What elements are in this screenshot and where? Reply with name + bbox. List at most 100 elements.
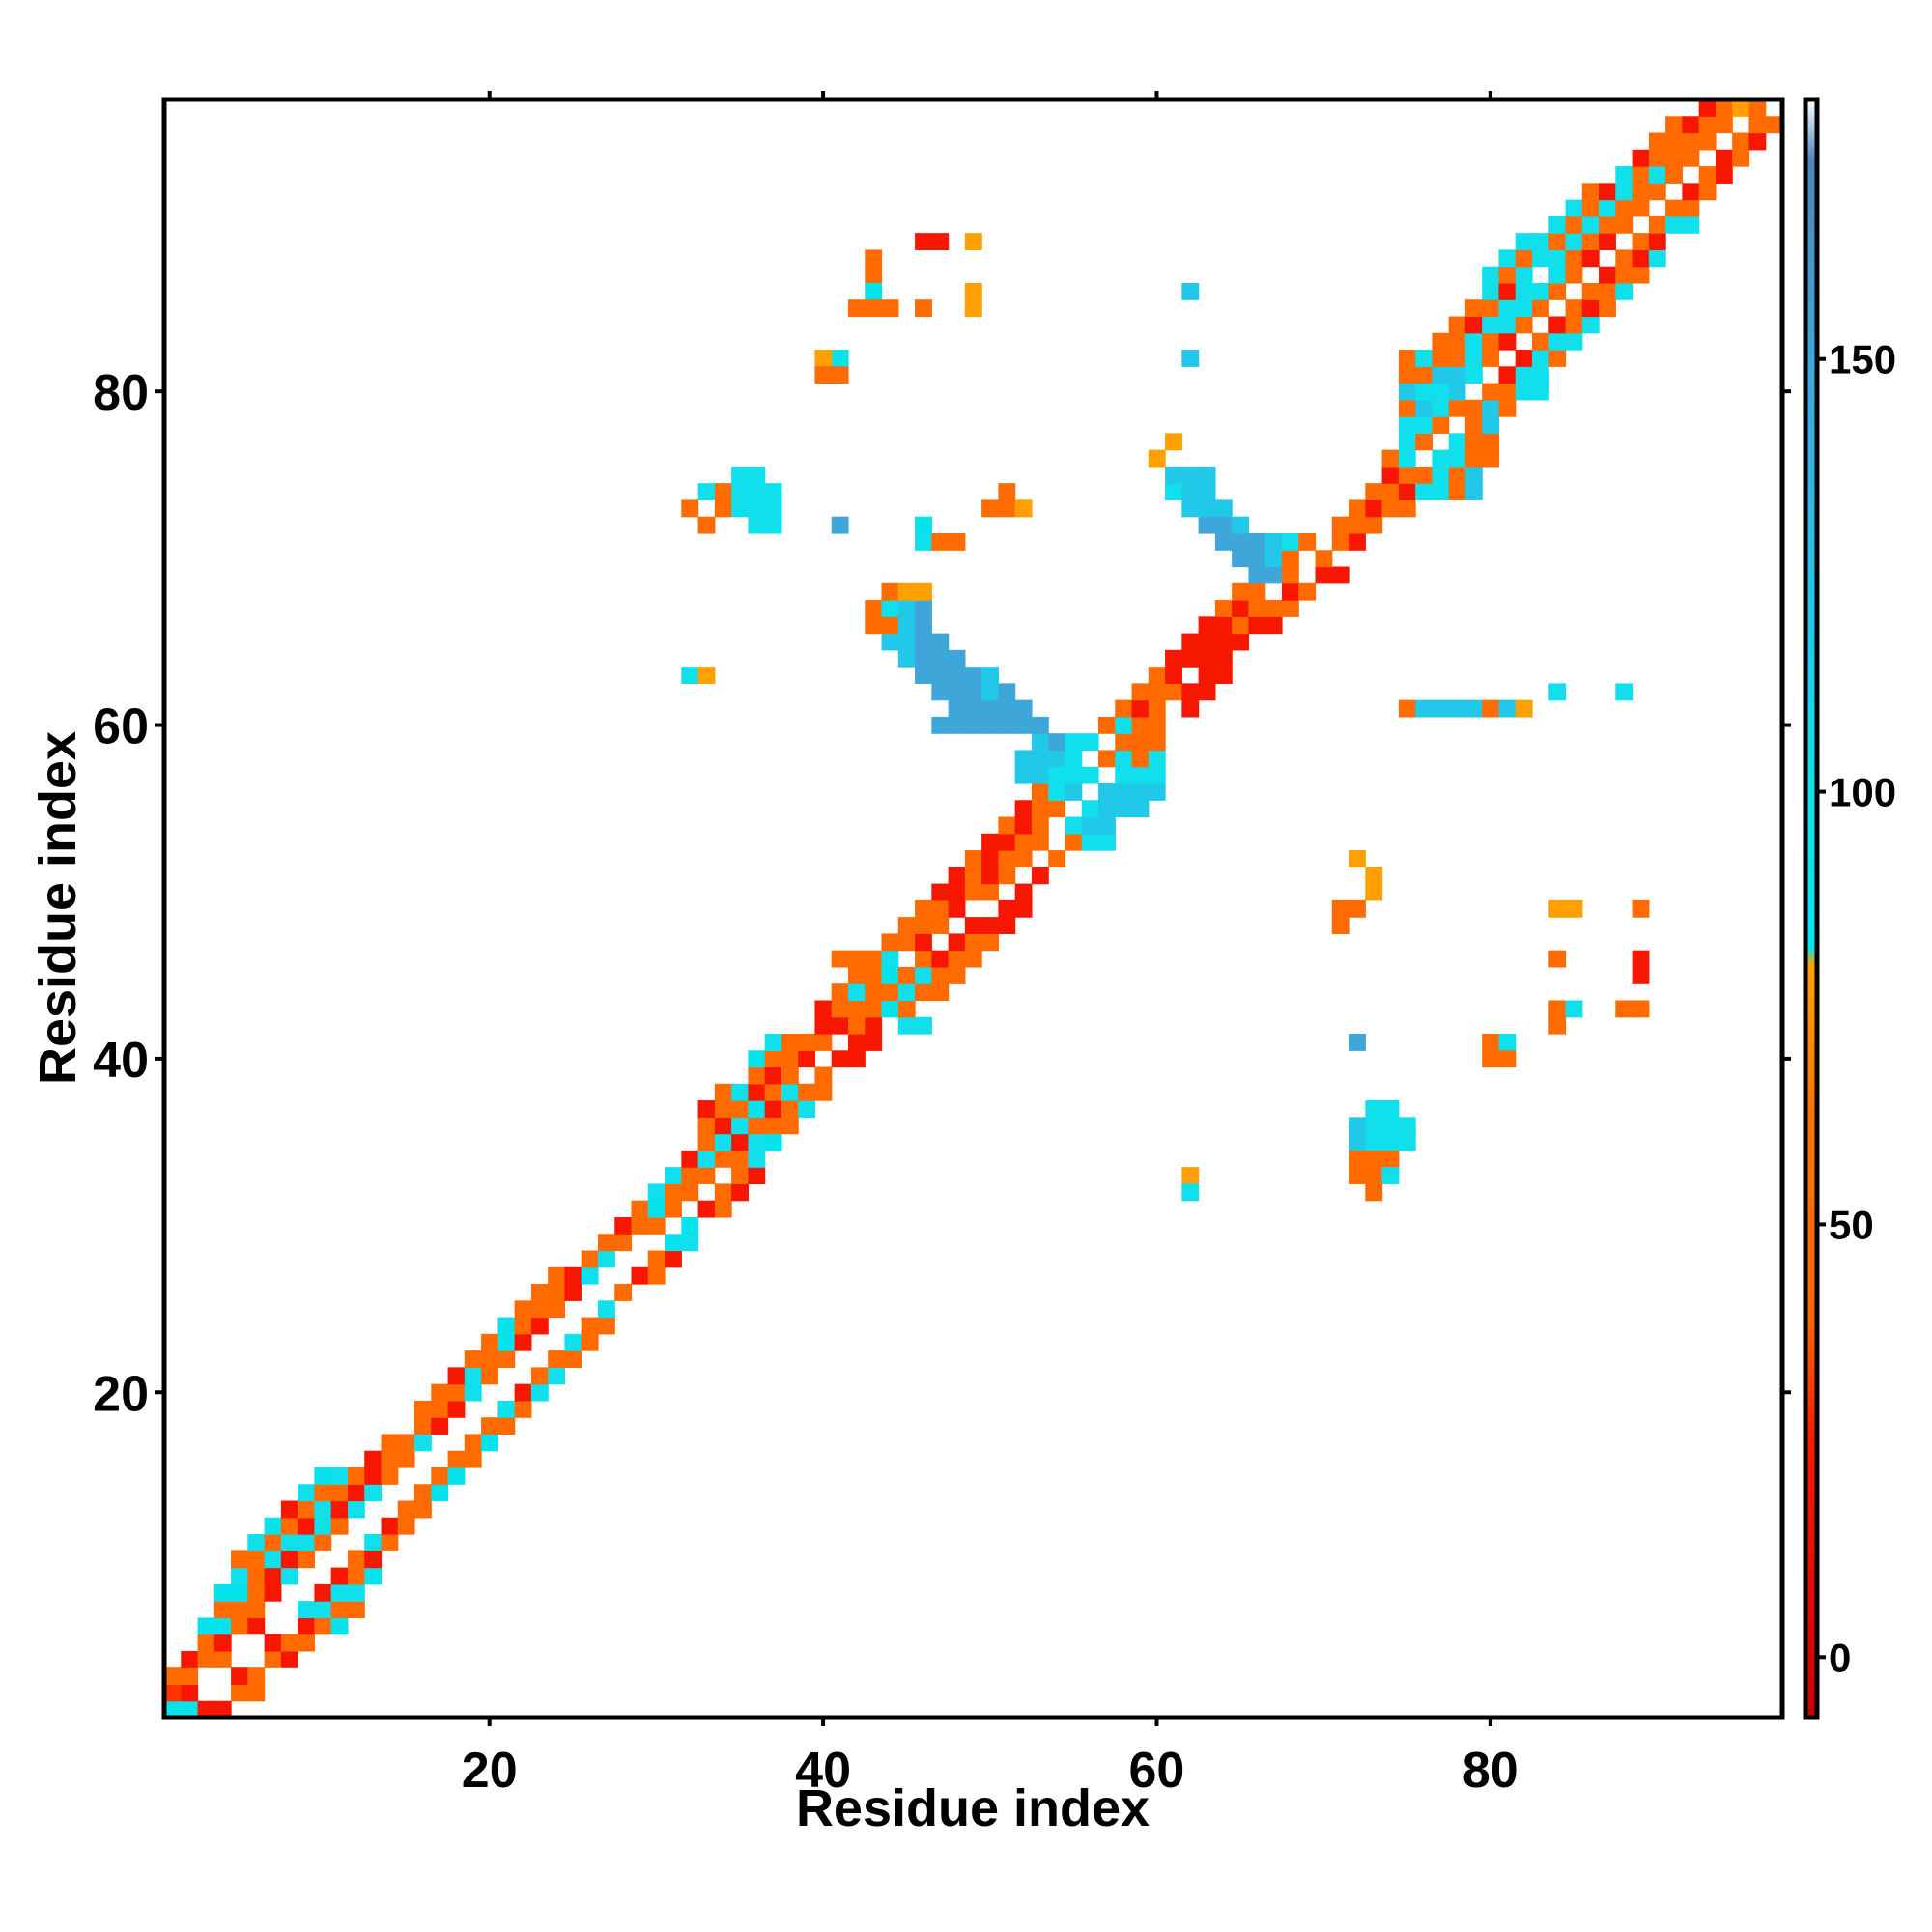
heatmap-cell xyxy=(181,1684,199,1702)
heatmap-cell xyxy=(1515,233,1533,251)
heatmap-cell xyxy=(964,699,982,718)
heatmap-cell xyxy=(1448,466,1466,484)
heatmap-cell xyxy=(264,1567,282,1585)
heatmap-cell xyxy=(1281,582,1299,601)
heatmap-cell xyxy=(1482,299,1500,318)
heatmap-cell xyxy=(1181,350,1200,367)
heatmap-cell xyxy=(1331,917,1350,934)
heatmap-cell xyxy=(814,350,833,367)
heatmap-cell xyxy=(714,1133,732,1151)
heatmap-cell xyxy=(647,1250,666,1268)
heatmap-cell xyxy=(1081,766,1099,784)
heatmap-cell xyxy=(931,716,950,734)
heatmap-cell xyxy=(1599,183,1616,201)
heatmap-cell xyxy=(1581,233,1600,251)
heatmap-cell xyxy=(1748,116,1767,134)
heatmap-cell xyxy=(964,867,982,885)
heatmap-cell xyxy=(814,366,833,384)
colorbar-tick-label: 50 xyxy=(1829,1202,1874,1247)
heatmap-cell xyxy=(1014,716,1033,734)
heatmap-cell xyxy=(865,1034,883,1051)
heatmap-cell xyxy=(298,1617,316,1635)
heatmap-cell xyxy=(1432,449,1450,468)
heatmap-cell xyxy=(1248,582,1266,601)
heatmap-cell xyxy=(231,1567,248,1585)
heatmap-cell xyxy=(1482,416,1500,434)
heatmap-cell xyxy=(731,1083,749,1101)
heatmap-cell xyxy=(665,1250,682,1268)
heatmap-cell xyxy=(1381,1117,1400,1135)
heatmap-cell xyxy=(431,1383,449,1402)
heatmap-cell xyxy=(1298,532,1317,551)
heatmap-cell xyxy=(1415,366,1433,384)
heatmap-cell xyxy=(781,1100,799,1118)
heatmap-cell xyxy=(1248,616,1266,635)
heatmap-cell xyxy=(1365,1133,1383,1151)
heatmap-cell xyxy=(314,1534,332,1551)
heatmap-cell xyxy=(1331,516,1350,534)
heatmap-cell xyxy=(831,950,849,968)
heatmap-cell xyxy=(931,667,950,684)
heatmap-cell xyxy=(948,667,966,684)
heatmap-cell xyxy=(1632,183,1650,201)
x-tick-label: 40 xyxy=(795,1743,851,1799)
colorbar-tick-label: 100 xyxy=(1829,770,1896,815)
heatmap-cell xyxy=(1632,899,1650,918)
heatmap-cell xyxy=(1398,466,1416,484)
heatmap-cell xyxy=(865,950,883,968)
heatmap-cell xyxy=(964,933,982,952)
heatmap-cell xyxy=(1665,149,1683,167)
heatmap-cell xyxy=(1464,699,1483,718)
heatmap-cell xyxy=(781,1050,799,1068)
heatmap-cell xyxy=(497,1350,516,1368)
heatmap-cell xyxy=(915,983,932,1002)
heatmap-cell xyxy=(948,899,966,918)
heatmap-cell xyxy=(581,1266,599,1285)
heatmap-cell xyxy=(231,1617,248,1635)
heatmap-cell xyxy=(764,1083,782,1101)
heatmap-cell xyxy=(1498,1034,1517,1051)
heatmap-cell xyxy=(998,816,1016,835)
plot-frame xyxy=(161,97,1785,1720)
heatmap-cell xyxy=(1548,249,1567,268)
heatmap-cell xyxy=(1381,483,1400,501)
heatmap-cell xyxy=(1181,1183,1200,1202)
heatmap-cell xyxy=(1048,750,1066,768)
heatmap-cell xyxy=(897,983,916,1002)
heatmap-cell xyxy=(347,1484,365,1502)
heatmap-cell xyxy=(1148,667,1166,684)
heatmap-cell xyxy=(564,1333,582,1351)
heatmap-cell xyxy=(1115,782,1133,801)
heatmap-cell xyxy=(1748,132,1767,151)
heatmap-cell xyxy=(1615,282,1634,300)
heatmap-cell xyxy=(381,1466,399,1485)
heatmap-cell xyxy=(1548,215,1567,234)
heatmap-cell xyxy=(1765,116,1783,134)
heatmap-cell xyxy=(881,1000,899,1018)
heatmap-cell xyxy=(1031,733,1049,752)
heatmap-cell xyxy=(1665,199,1683,217)
heatmap-cell xyxy=(330,1601,349,1618)
heatmap-cell xyxy=(1148,699,1166,718)
heatmap-cell xyxy=(731,1167,749,1185)
heatmap-cell xyxy=(1632,166,1650,184)
heatmap-cell xyxy=(1482,332,1500,351)
heatmap-cell xyxy=(1264,550,1283,568)
heatmap-cell xyxy=(447,1400,466,1418)
heatmap-cell xyxy=(1515,383,1533,401)
heatmap-cell xyxy=(897,966,916,984)
heatmap-cell xyxy=(364,1567,383,1585)
heatmap-cell xyxy=(1515,299,1533,318)
heatmap-cell xyxy=(697,1117,716,1135)
heatmap-cell xyxy=(897,616,916,635)
y-tick-label: 80 xyxy=(93,365,149,421)
heatmap-cell xyxy=(1232,600,1250,617)
heatmap-cell xyxy=(731,466,749,484)
heatmap-cell xyxy=(1264,532,1283,551)
heatmap-cell xyxy=(1081,833,1099,851)
heatmap-cell xyxy=(865,966,883,984)
heatmap-cell xyxy=(1448,366,1466,384)
heatmap-cell xyxy=(347,1583,365,1602)
heatmap-cell xyxy=(280,1500,298,1519)
heatmap-cell xyxy=(1531,366,1549,384)
